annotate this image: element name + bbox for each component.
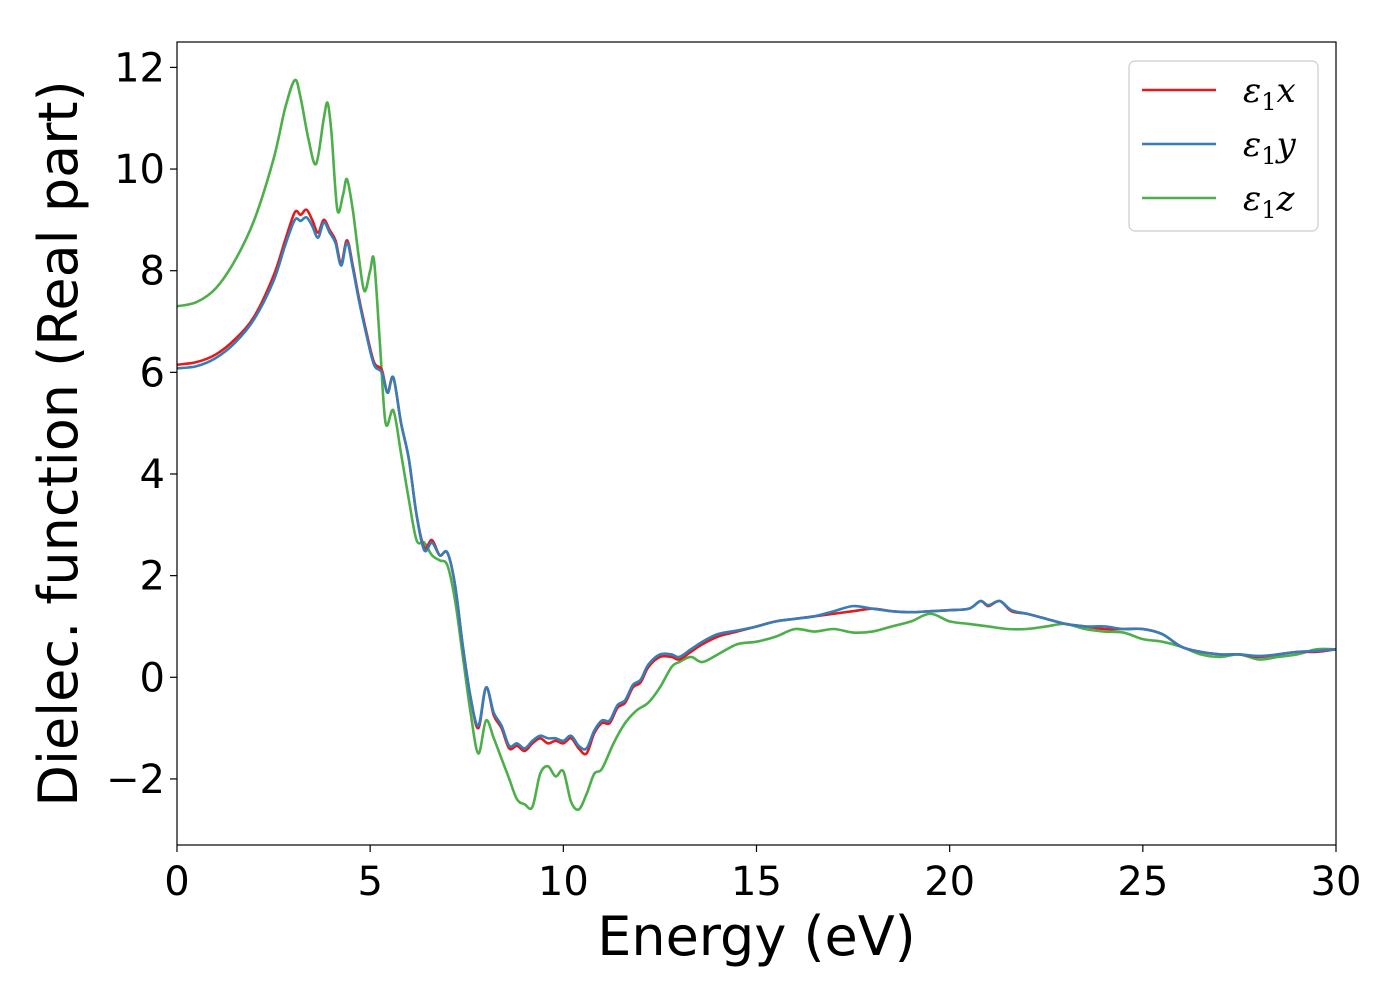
x-tick-label: 0 [164, 859, 189, 905]
series-line-y [177, 215, 1336, 751]
x-tick-label: 20 [924, 859, 975, 905]
y-tick-label: 10 [114, 147, 165, 193]
x-tick-label: 25 [1117, 859, 1168, 905]
y-tick-label: 4 [140, 452, 165, 498]
x-tick-label: 30 [1311, 859, 1362, 905]
legend-box [1128, 60, 1319, 232]
legend-label-y: ε1y [1243, 125, 1297, 170]
x-axis-title: Energy (eV) [597, 905, 916, 968]
y-tick-label: −2 [106, 757, 165, 803]
y-axis-ticks: −2 0 2 4 6 8 10 12 [106, 45, 177, 803]
x-tick-label: 15 [731, 859, 782, 905]
y-tick-label: 12 [114, 45, 165, 91]
series-lines [177, 78, 1336, 812]
y-tick-label: 6 [140, 350, 165, 396]
legend-label-x: ε1x [1243, 71, 1296, 116]
legend-label-z: ε1z [1243, 179, 1296, 224]
x-tick-label: 5 [357, 859, 382, 905]
legend: ε1x ε1y ε1z [1128, 60, 1319, 232]
y-tick-label: 0 [140, 655, 165, 701]
x-axis-ticks: 0 5 10 15 20 25 30 [164, 845, 1361, 905]
series-line-z [177, 78, 1336, 812]
y-axis-title: Dielec. function (Real part) [27, 80, 90, 806]
y-tick-label: 8 [140, 249, 165, 295]
y-tick-label: 2 [140, 554, 165, 600]
x-tick-label: 10 [538, 859, 589, 905]
